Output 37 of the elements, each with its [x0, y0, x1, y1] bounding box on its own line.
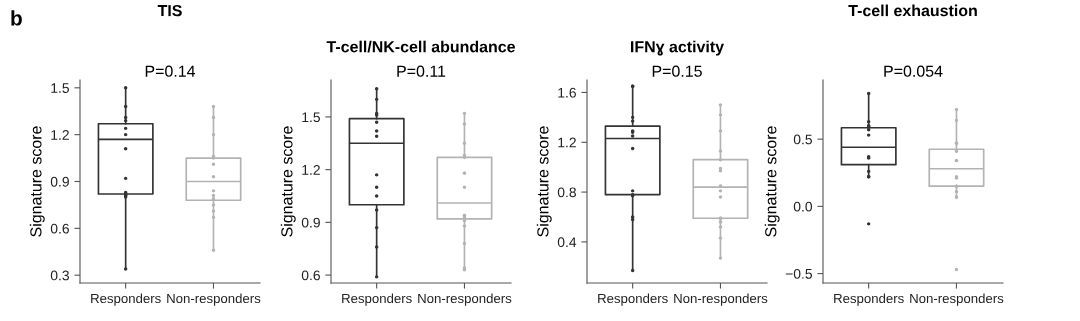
text: b	[11, 10, 22, 26]
y-axis-title: Signature score	[29, 126, 45, 237]
y-tick-label: 0.5	[793, 134, 812, 145]
y-tick-label: 0.4	[557, 237, 577, 248]
y-tick-label: 0.6	[301, 270, 320, 281]
y-axis-title: Signature score	[764, 126, 780, 237]
y-tick-label: 0.9	[301, 217, 320, 228]
y-tick-label: 0.9	[50, 176, 69, 187]
x-tick-label: Responders	[834, 293, 904, 306]
x-tick-label: Non-responders	[674, 293, 768, 306]
chart-title: T-cell exhaustion	[848, 4, 977, 17]
y-tick-label: 0.0	[793, 201, 813, 212]
x-tick-label: Responders	[598, 293, 668, 306]
y-tick-label: 0.3	[50, 270, 69, 281]
y-tick-label: 1.5	[302, 112, 320, 123]
y-tick-label: 0.6	[50, 223, 69, 234]
x-tick-label: Responders	[342, 293, 412, 306]
chart-title: TIS	[157, 4, 182, 17]
x-tick-label: Responders	[91, 293, 161, 306]
y-axis-title: Signature score	[280, 126, 296, 237]
chart-title: T-cell/NK-cell abundance	[326, 40, 515, 53]
text: P=0.14	[145, 65, 196, 77]
x-tick-label: Non-responders	[910, 293, 1004, 306]
y-tick-label: 1.2	[558, 137, 576, 148]
x-tick-label: Non-responders	[167, 293, 261, 306]
y-tick-label: 0.8	[557, 187, 576, 198]
y-tick-label: −0.5	[785, 268, 812, 279]
y-tick-label: 1.2	[51, 129, 69, 140]
text: P=0.15	[652, 65, 702, 77]
y-tick-label: 1.6	[558, 87, 576, 98]
text: P=0.11	[397, 65, 446, 77]
y-tick-label: 1.5	[51, 83, 69, 93]
x-tick-label: Non-responders	[418, 293, 512, 306]
y-axis-title: Signature score	[536, 126, 552, 237]
y-tick-label: 1.2	[302, 164, 320, 175]
text: P=0.054	[884, 65, 943, 77]
chart-title: IFNɣ activity	[631, 40, 724, 56]
